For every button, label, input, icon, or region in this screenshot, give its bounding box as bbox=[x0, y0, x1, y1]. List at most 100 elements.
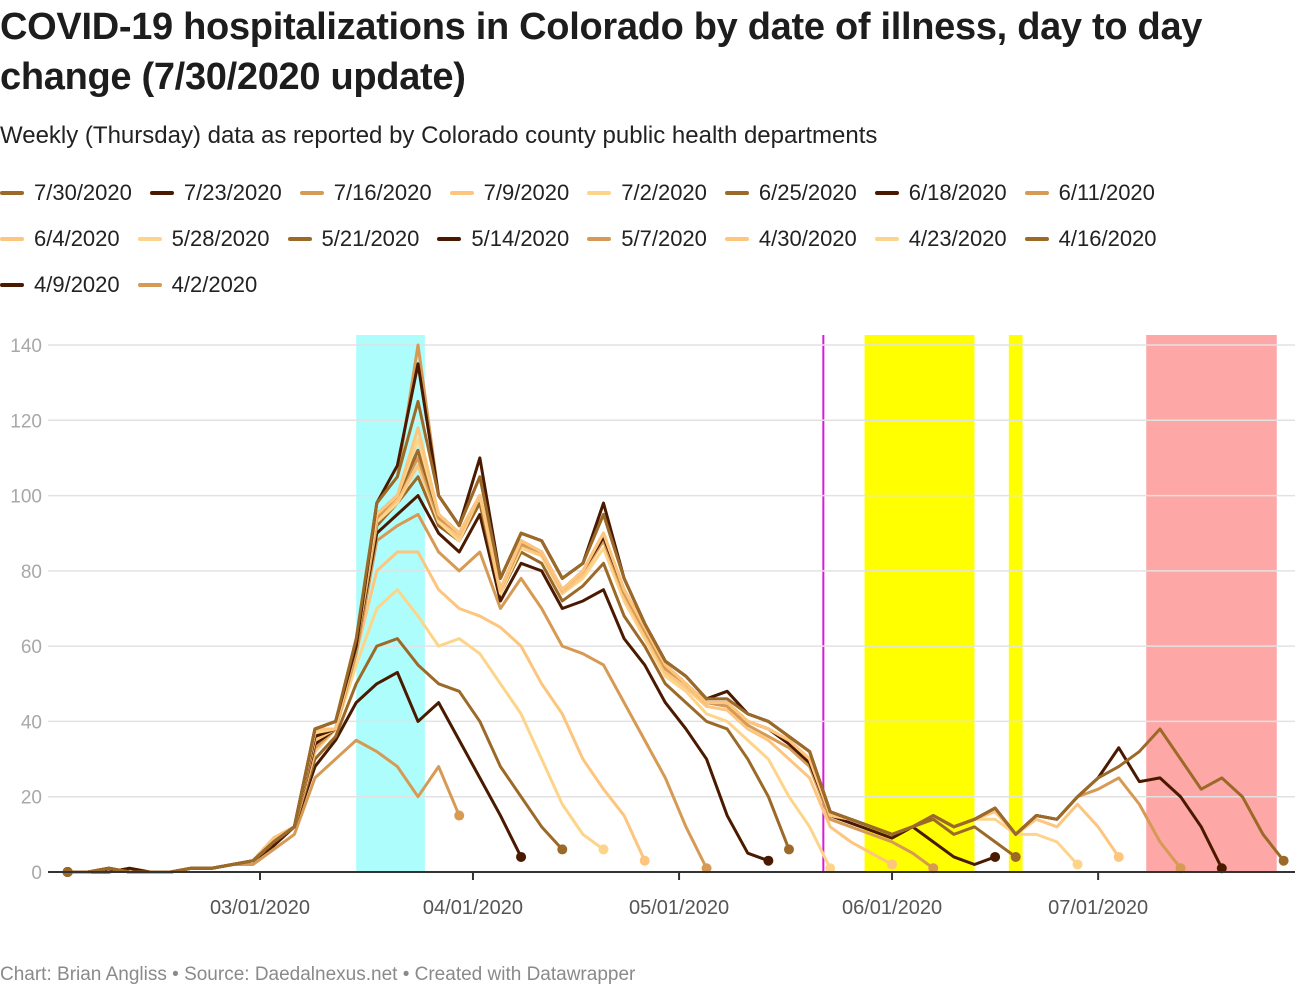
x-tick-label: 07/01/2020 bbox=[1048, 897, 1148, 919]
legend-label: 5/28/2020 bbox=[171, 226, 270, 251]
legend-item: 6/25/2020 bbox=[724, 180, 857, 206]
legend-item: 7/30/2020 bbox=[0, 180, 132, 206]
y-tick-label: 20 bbox=[21, 788, 42, 809]
highlight-bands bbox=[356, 335, 1277, 872]
series-end-dot bbox=[516, 851, 527, 862]
series-end-dot bbox=[1010, 851, 1021, 862]
series-end-dot bbox=[557, 844, 568, 855]
y-tick-label: 120 bbox=[10, 411, 42, 432]
legend-item: 4/23/2020 bbox=[874, 226, 1007, 252]
x-tick-label: 03/01/2020 bbox=[210, 897, 310, 919]
highlight-band bbox=[1146, 335, 1277, 872]
legend-swatch bbox=[449, 191, 474, 195]
legend-swatch bbox=[724, 191, 749, 195]
legend-label: 4/2/2020 bbox=[171, 272, 258, 297]
series-end-dot bbox=[454, 810, 465, 821]
y-tick-label: 60 bbox=[21, 637, 42, 658]
legend-item: 5/21/2020 bbox=[287, 226, 420, 252]
highlight-band bbox=[1008, 335, 1023, 872]
series-end-dot bbox=[887, 859, 898, 870]
legend-item: 7/2/2020 bbox=[587, 180, 707, 206]
legend-swatch bbox=[299, 191, 324, 195]
series-end-dot bbox=[825, 863, 836, 874]
legend-label: 4/16/2020 bbox=[1058, 226, 1157, 251]
legend-swatch bbox=[137, 237, 162, 241]
legend-swatch bbox=[0, 283, 24, 287]
legend-swatch bbox=[0, 191, 24, 195]
legend-label: 6/11/2020 bbox=[1058, 180, 1155, 205]
series-end-dot bbox=[639, 855, 650, 866]
legend-item: 7/16/2020 bbox=[299, 180, 432, 206]
legend-swatch bbox=[1024, 191, 1049, 195]
highlight-band bbox=[864, 335, 975, 872]
legend-swatch bbox=[587, 191, 612, 195]
series-end-dot bbox=[701, 863, 712, 874]
series-end-dot bbox=[783, 844, 794, 855]
y-tick-label: 140 bbox=[10, 336, 42, 357]
legend-label: 7/9/2020 bbox=[483, 180, 570, 205]
series-end-dot bbox=[1216, 863, 1227, 874]
gridlines bbox=[48, 344, 1295, 798]
legend-label: 6/25/2020 bbox=[758, 180, 857, 205]
legend-item: 6/11/2020 bbox=[1024, 180, 1155, 206]
legend-swatch bbox=[874, 237, 899, 241]
series-line bbox=[67, 670, 523, 874]
series-line bbox=[67, 399, 1285, 874]
legend-item: 4/2/2020 bbox=[137, 272, 258, 298]
legend-label: 5/7/2020 bbox=[621, 226, 707, 251]
y-tick-label: 100 bbox=[10, 487, 42, 508]
legend-item: 4/16/2020 bbox=[1024, 226, 1157, 252]
legend-swatch bbox=[137, 283, 162, 287]
legend-label: 4/9/2020 bbox=[34, 272, 120, 297]
legend-label: 4/30/2020 bbox=[758, 226, 857, 251]
series-end-dot bbox=[1175, 863, 1186, 874]
legend-swatch bbox=[724, 237, 749, 241]
axes: 0 20 40 60 80 100 120 140 03/01/2020 04/01/2020 05… bbox=[10, 336, 1295, 919]
legend-swatch bbox=[874, 191, 899, 195]
legend-label: 6/4/2020 bbox=[34, 226, 120, 251]
legend-swatch bbox=[0, 237, 24, 241]
x-tick-label: 05/01/2020 bbox=[629, 897, 729, 919]
legend-label: 7/16/2020 bbox=[333, 180, 432, 205]
y-tick-label: 80 bbox=[21, 562, 42, 583]
series-line bbox=[67, 463, 893, 874]
legend-swatch bbox=[287, 237, 312, 241]
legend-swatch bbox=[1024, 237, 1049, 241]
chart-subtitle: Weekly (Thursday) data as reported by Co… bbox=[0, 122, 878, 149]
y-tick-label: 0 bbox=[31, 863, 42, 884]
series-end-dot bbox=[990, 851, 1001, 862]
chart-title: COVID-19 hospitalizations in Colorado by… bbox=[0, 6, 1203, 98]
legend-label: 5/21/2020 bbox=[321, 226, 420, 251]
series-lines bbox=[62, 343, 1289, 877]
legend-item: 6/18/2020 bbox=[874, 180, 1007, 206]
series-end-dot bbox=[928, 863, 939, 874]
legend-item: 5/14/2020 bbox=[437, 226, 569, 252]
legend-label: 7/2/2020 bbox=[621, 180, 707, 205]
series-line bbox=[67, 456, 935, 874]
legend-item: 4/30/2020 bbox=[724, 226, 857, 252]
series-end-dot bbox=[763, 855, 774, 866]
series-line bbox=[67, 362, 1224, 874]
legend-item: 6/4/2020 bbox=[0, 226, 120, 252]
series-end-dot bbox=[1113, 851, 1124, 862]
legend: 7/30/2020 7/23/2020 7/16/2020 7/9/2020 7/2/2… bbox=[0, 180, 1290, 298]
legend-item: 5/7/2020 bbox=[587, 226, 707, 252]
series-line bbox=[67, 448, 996, 874]
legend-label: 7/23/2020 bbox=[183, 180, 282, 205]
legend-label: 5/14/2020 bbox=[471, 226, 570, 251]
series-end-dot bbox=[1072, 859, 1083, 870]
chart-footer: Chart: Brian Angliss • Source: Daedalnex… bbox=[0, 964, 636, 985]
legend-item: 4/9/2020 bbox=[0, 272, 120, 298]
legend-item: 7/9/2020 bbox=[449, 180, 570, 206]
legend-label: 6/18/2020 bbox=[908, 180, 1007, 205]
x-tick-label: 04/01/2020 bbox=[423, 897, 523, 919]
legend-swatch bbox=[149, 191, 174, 195]
legend-swatch bbox=[437, 237, 462, 241]
legend-item: 5/28/2020 bbox=[137, 226, 270, 252]
series-end-dot bbox=[1278, 855, 1289, 866]
series-end-dot bbox=[598, 844, 609, 855]
legend-label: 7/30/2020 bbox=[34, 180, 132, 205]
legend-swatch bbox=[587, 237, 612, 241]
y-tick-label: 40 bbox=[21, 712, 42, 733]
